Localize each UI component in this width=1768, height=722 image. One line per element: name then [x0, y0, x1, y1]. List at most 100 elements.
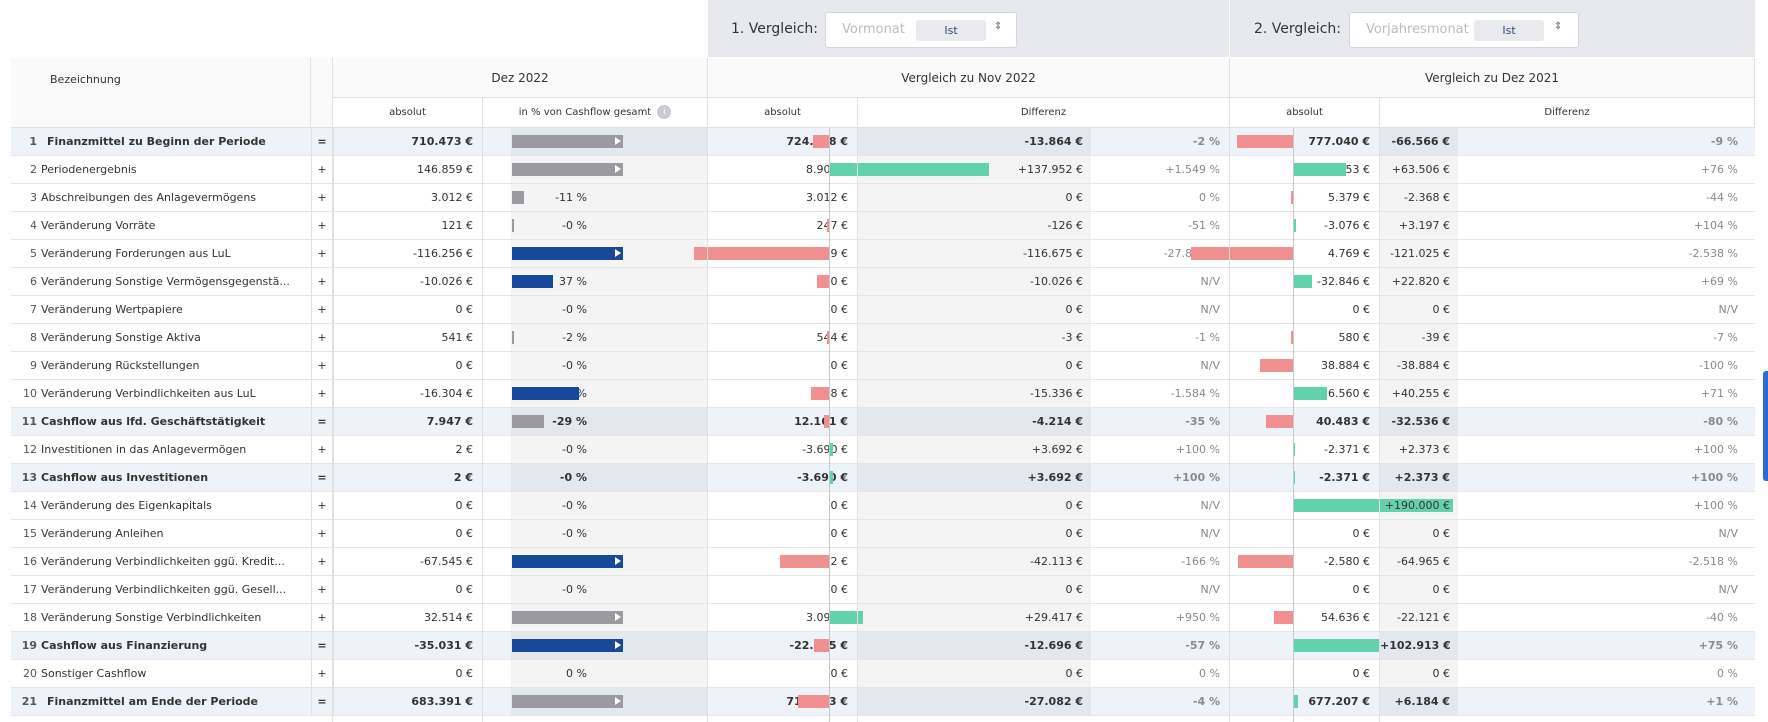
comparison-2-diff-header: Differenz [1380, 98, 1755, 128]
table-row[interactable]: 18 Veränderung Sonstige Verbindlichkeiten… [11, 604, 1755, 632]
row-label: Veränderung Verbindlichkeiten ggü. Kredi… [41, 555, 285, 568]
comparison-2-diff-track [1380, 604, 1458, 631]
comparison-2-diff: +22.820 € [1391, 275, 1450, 288]
comparison-2-diff: +2.373 € [1394, 471, 1451, 484]
comparison-1-diff-track [858, 520, 1091, 547]
table-row[interactable]: 16 Veränderung Verbindlichkeiten ggü. Kre… [11, 548, 1755, 576]
table-row[interactable]: 4 Veränderung Vorräte +121 € -0 % 247 € -126 … [11, 212, 1755, 240]
table-row[interactable]: 1 Finanzmittel zu Beginn der Periode = 710.… [11, 128, 1755, 156]
period-absolut: 0 € [455, 527, 474, 540]
overflow-arrow-icon [615, 613, 621, 621]
comparison-1-absolut: 544 € [816, 331, 849, 344]
comparison-1-diff: +3.692 € [1031, 443, 1083, 456]
comparison-1-value: Ist [916, 20, 986, 41]
comparison-2-absolut: 580 € [1338, 331, 1371, 344]
row-label: Veränderung Wertpapiere [41, 303, 183, 316]
table-row[interactable]: 9 Veränderung Rückstellungen +0 € -0 % 0 € 0 … [11, 352, 1755, 380]
row-label: Veränderung Sonstige Vermögensgegenstä..… [41, 275, 290, 288]
comparison-2-diff: +3.197 € [1398, 219, 1450, 232]
table-row[interactable]: 15 Veränderung Anleihen +0 € -0 % 0 € 0 € N/V 0… [11, 520, 1755, 548]
comparison-2-percent: +104 % [1693, 219, 1738, 232]
comparison-2-percent: -44 % [1706, 191, 1738, 204]
comparison-1-percent: -4 % [1192, 695, 1220, 708]
comparison-1-diff-bar [829, 471, 833, 484]
column-divider [332, 128, 333, 722]
comparison-2-diff-bar [1238, 555, 1293, 568]
comparison-2-absolut: 0 € [1352, 667, 1371, 680]
table-row[interactable]: 11 Cashflow aus lfd. Geschäftstätigkeit = 7… [11, 408, 1755, 436]
period-percent: -0 % [562, 499, 587, 512]
comparison-1-diff: +29.417 € [1024, 611, 1083, 624]
info-icon[interactable]: i [657, 105, 672, 119]
comparison-1-placeholder: Vormonat [842, 22, 905, 37]
period-absolut: 32.514 € [424, 611, 473, 624]
percent-bar [512, 163, 623, 176]
comparison-1-percent: N/V [1200, 359, 1220, 372]
table-row[interactable]: 6 Veränderung Sonstige Vermögensgegenstä.… [11, 268, 1755, 296]
comparison-2-select[interactable]: Vorjahresmonat Ist ⇕ [1349, 12, 1579, 48]
comparison-2-percent: -100 % [1699, 359, 1738, 372]
comparison-1-percent: +100 % [1175, 443, 1220, 456]
operator-cell [275, 296, 312, 323]
comparison-1-absolut: 0 € [830, 527, 849, 540]
comparison-1-percent: N/V [1200, 303, 1220, 316]
column-divider [482, 128, 483, 722]
comparison-1-select[interactable]: Vormonat Ist ⇕ [825, 12, 1017, 48]
row-label: Veränderung Sonstige Verbindlichkeiten [41, 611, 262, 624]
table-row[interactable]: 12 Investitionen in das Anlagevermögen +2 … [11, 436, 1755, 464]
table-row[interactable]: 13 Cashflow aus Investitionen = 2 € -0 % -3.6… [11, 464, 1755, 492]
comparison-1-percent: -166 % [1181, 555, 1220, 568]
comparison-2-absolut: -56.560 € [1317, 387, 1370, 400]
percent-bar [512, 639, 623, 652]
comparison-2-diff: -22.121 € [1397, 611, 1450, 624]
row-label: Sonstiger Cashflow [41, 667, 147, 680]
column-divider [1379, 128, 1380, 722]
row-number: 12 [23, 443, 37, 456]
row-operator: + [311, 436, 334, 463]
table-row[interactable]: 3 Abschreibungen des Anlagevermögens +3.01… [11, 184, 1755, 212]
table-row[interactable]: 5 Veränderung Forderungen aus LuL + -116.25… [11, 240, 1755, 268]
comparison-2-absolut: 0 € [1352, 527, 1371, 540]
percent-bar-track [511, 352, 707, 379]
comparison-1-percent: 0 % [1199, 191, 1220, 204]
row-label: Veränderung Anleihen [41, 527, 164, 540]
table-row[interactable]: 8 Veränderung Sonstige Aktiva +541 € -2 % 54… [11, 324, 1755, 352]
row-number: 17 [23, 583, 37, 596]
table-row[interactable]: 20 Sonstiger Cashflow +0 € 0 % 0 € 0 € 0 % 0 € 0… [11, 660, 1755, 688]
comparison-1-absolut: -3.690 € [797, 471, 848, 484]
scrollbar-thumb[interactable] [1763, 371, 1768, 481]
operator-cell [275, 408, 312, 435]
comparison-1-absolut: 3.097 € [806, 611, 848, 624]
operator-cell [275, 520, 312, 547]
comparison-1-diff: +3.692 € [1027, 471, 1084, 484]
comparison-2-absolut: 0 € [1352, 303, 1371, 316]
row-number: 5 [30, 247, 37, 260]
percent-bar-track [511, 324, 707, 351]
comparison-1-diff-bar [780, 555, 829, 568]
comparison-1-diff: -27.082 € [1024, 695, 1084, 708]
period-percent: -0 % [562, 303, 587, 316]
row-number: 21 [21, 695, 37, 708]
row-number: 10 [23, 387, 37, 400]
period-absolut: 2 € [453, 471, 473, 484]
comparison-1-absolut-header: absolut [708, 98, 858, 128]
column-header-bezeichnung[interactable]: Bezeichnung [11, 58, 311, 128]
table-row[interactable]: 7 Veränderung Wertpapiere +0 € -0 % 0 € 0 € N/… [11, 296, 1755, 324]
comparison-1-zero-axis [829, 128, 830, 722]
table-row[interactable]: 10 Veränderung Verbindlichkeiten aus LuL +… [11, 380, 1755, 408]
table-row[interactable]: 17 Veränderung Verbindlichkeiten ggü. Ges… [11, 576, 1755, 604]
comparison-2-diff: -38.884 € [1397, 359, 1450, 372]
comparison-1-absolut: 0 € [830, 303, 849, 316]
table-row[interactable]: 14 Veränderung des Eigenkapitals +0 € -0 % 0… [11, 492, 1755, 520]
comparison-2-absolut: -3.076 € [1324, 219, 1370, 232]
operator-cell [275, 492, 312, 519]
comparison-1-percent: +950 % [1175, 611, 1220, 624]
table-row[interactable]: 21 Finanzmittel am Ende der Periode = 683.3… [11, 688, 1755, 716]
comparison-2-diff-bar [1293, 387, 1327, 400]
comparison-1-diff-track [858, 352, 1091, 379]
comparison-2-diff-track [1380, 576, 1458, 603]
row-number: 14 [23, 499, 37, 512]
operator-cell [275, 604, 312, 631]
